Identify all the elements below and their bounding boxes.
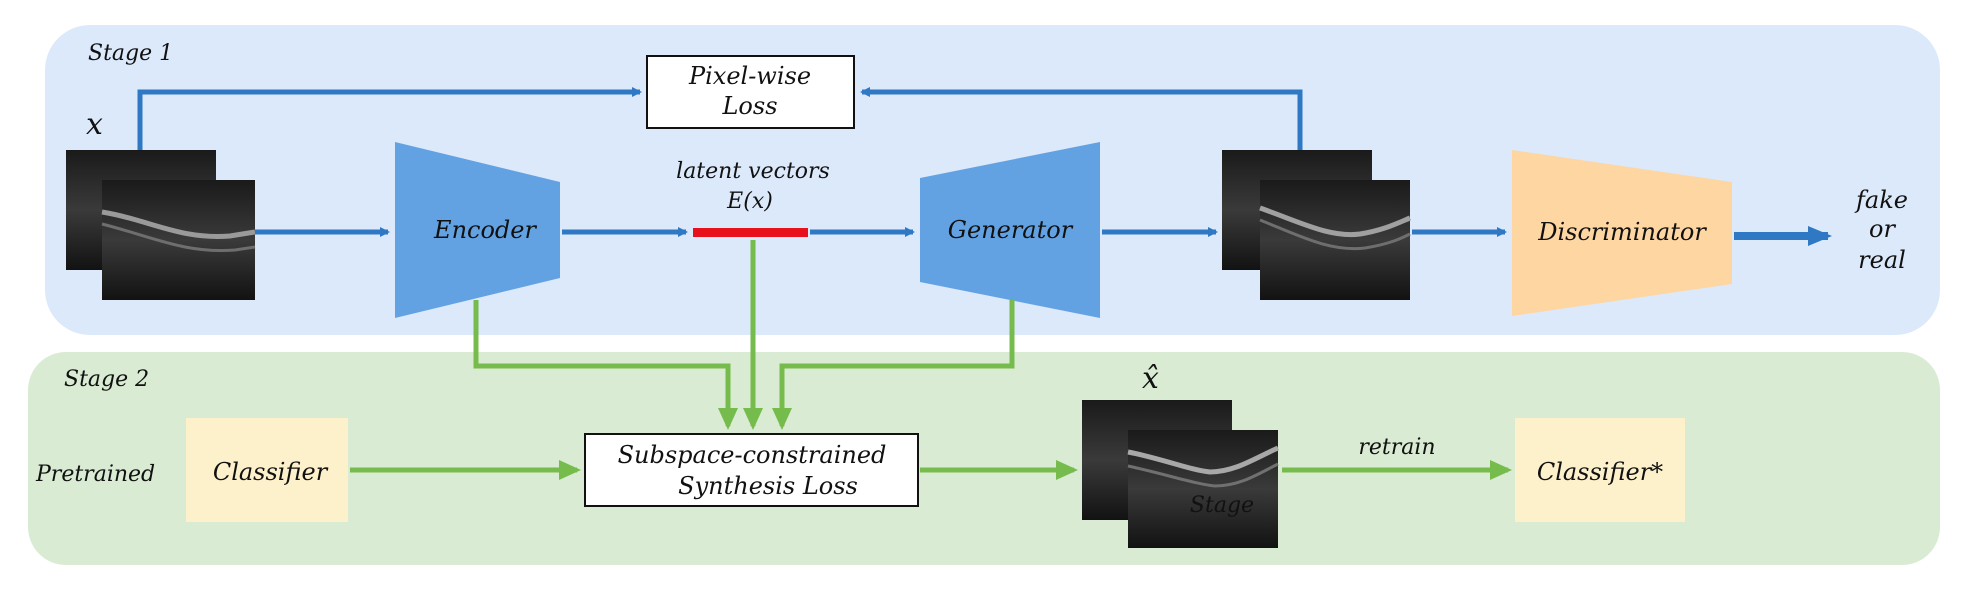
image-caption: Stage bbox=[1190, 493, 1254, 518]
stage1-arrows bbox=[137, 87, 1507, 237]
pixel-wise-loss-box bbox=[646, 55, 855, 129]
synthesized-oct-images bbox=[1082, 400, 1279, 548]
stage2-label: Stage 2 bbox=[64, 367, 149, 392]
generated-oct-images bbox=[1222, 150, 1411, 300]
stage2-arrows bbox=[350, 240, 1512, 480]
generator-block bbox=[920, 142, 1100, 318]
output-label-fake: fake bbox=[1854, 186, 1908, 214]
encoder-label: Encoder bbox=[433, 216, 537, 244]
pixel-loss-line2: Loss bbox=[721, 92, 777, 120]
classifier-label: Classifier bbox=[213, 458, 329, 486]
output-label-or: or bbox=[1869, 215, 1896, 243]
input-symbol: x bbox=[86, 107, 103, 142]
pretrained-label: Pretrained bbox=[35, 462, 155, 487]
classifier-box bbox=[186, 418, 348, 522]
arrow-input-to-pixel-loss bbox=[137, 87, 642, 150]
synthesis-loss-box bbox=[584, 433, 919, 507]
pixel-loss-line1: Pixel-wise bbox=[688, 62, 811, 90]
latent-label-line1: latent vectors bbox=[676, 159, 830, 184]
classifier-star-label: Classifier* bbox=[1537, 458, 1663, 486]
arrow-encoder-to-synthesis-loss bbox=[473, 300, 738, 430]
latent-vector-bar bbox=[693, 228, 808, 237]
discriminator-label: Discriminator bbox=[1537, 218, 1707, 246]
retrain-label: retrain bbox=[1358, 435, 1435, 460]
classifier-star-box bbox=[1515, 418, 1685, 522]
latent-label-line2: E(x) bbox=[726, 189, 773, 214]
synthesis-loss-line1: Subspace-constrained bbox=[618, 441, 887, 469]
generator-label: Generator bbox=[948, 216, 1074, 244]
stage2-panel bbox=[28, 352, 1940, 565]
discriminator-block bbox=[1512, 150, 1732, 316]
output-symbol: x̂ bbox=[1142, 361, 1159, 396]
stage1-label: Stage 1 bbox=[88, 41, 173, 66]
output-label-real: real bbox=[1858, 246, 1906, 274]
synthesis-loss-line2: Synthesis Loss bbox=[678, 472, 858, 500]
input-oct-images bbox=[66, 150, 256, 300]
arrow-output-to-pixel-loss bbox=[860, 87, 1303, 150]
arrow-generator-to-synthesis-loss bbox=[772, 300, 1015, 430]
encoder-block bbox=[395, 142, 560, 318]
